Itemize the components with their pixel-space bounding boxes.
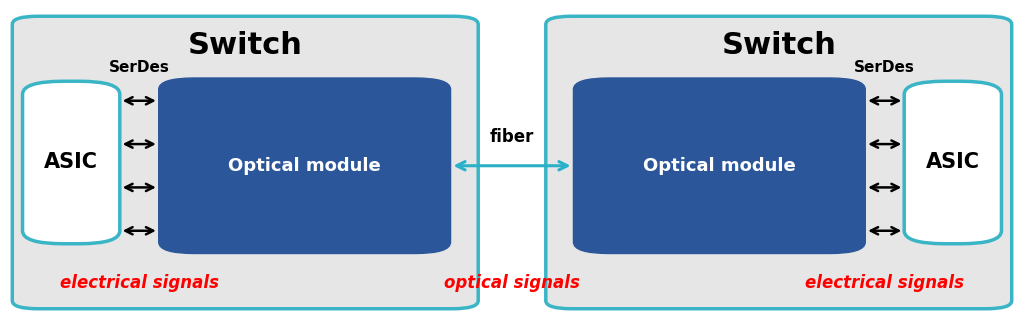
FancyBboxPatch shape (159, 78, 451, 254)
Text: electrical signals: electrical signals (59, 274, 219, 292)
Text: Switch: Switch (721, 31, 837, 60)
Text: SerDes: SerDes (854, 60, 915, 75)
Text: ASIC: ASIC (926, 152, 980, 173)
FancyBboxPatch shape (573, 78, 865, 254)
Text: SerDes: SerDes (109, 60, 170, 75)
Text: Switch: Switch (187, 31, 303, 60)
Text: fiber: fiber (489, 128, 535, 146)
FancyBboxPatch shape (12, 16, 478, 309)
Text: ASIC: ASIC (44, 152, 98, 173)
Text: Optical module: Optical module (228, 157, 381, 175)
FancyBboxPatch shape (904, 81, 1001, 244)
FancyBboxPatch shape (546, 16, 1012, 309)
Text: optical signals: optical signals (444, 274, 580, 292)
FancyBboxPatch shape (23, 81, 120, 244)
Text: Optical module: Optical module (643, 157, 796, 175)
Text: electrical signals: electrical signals (805, 274, 965, 292)
